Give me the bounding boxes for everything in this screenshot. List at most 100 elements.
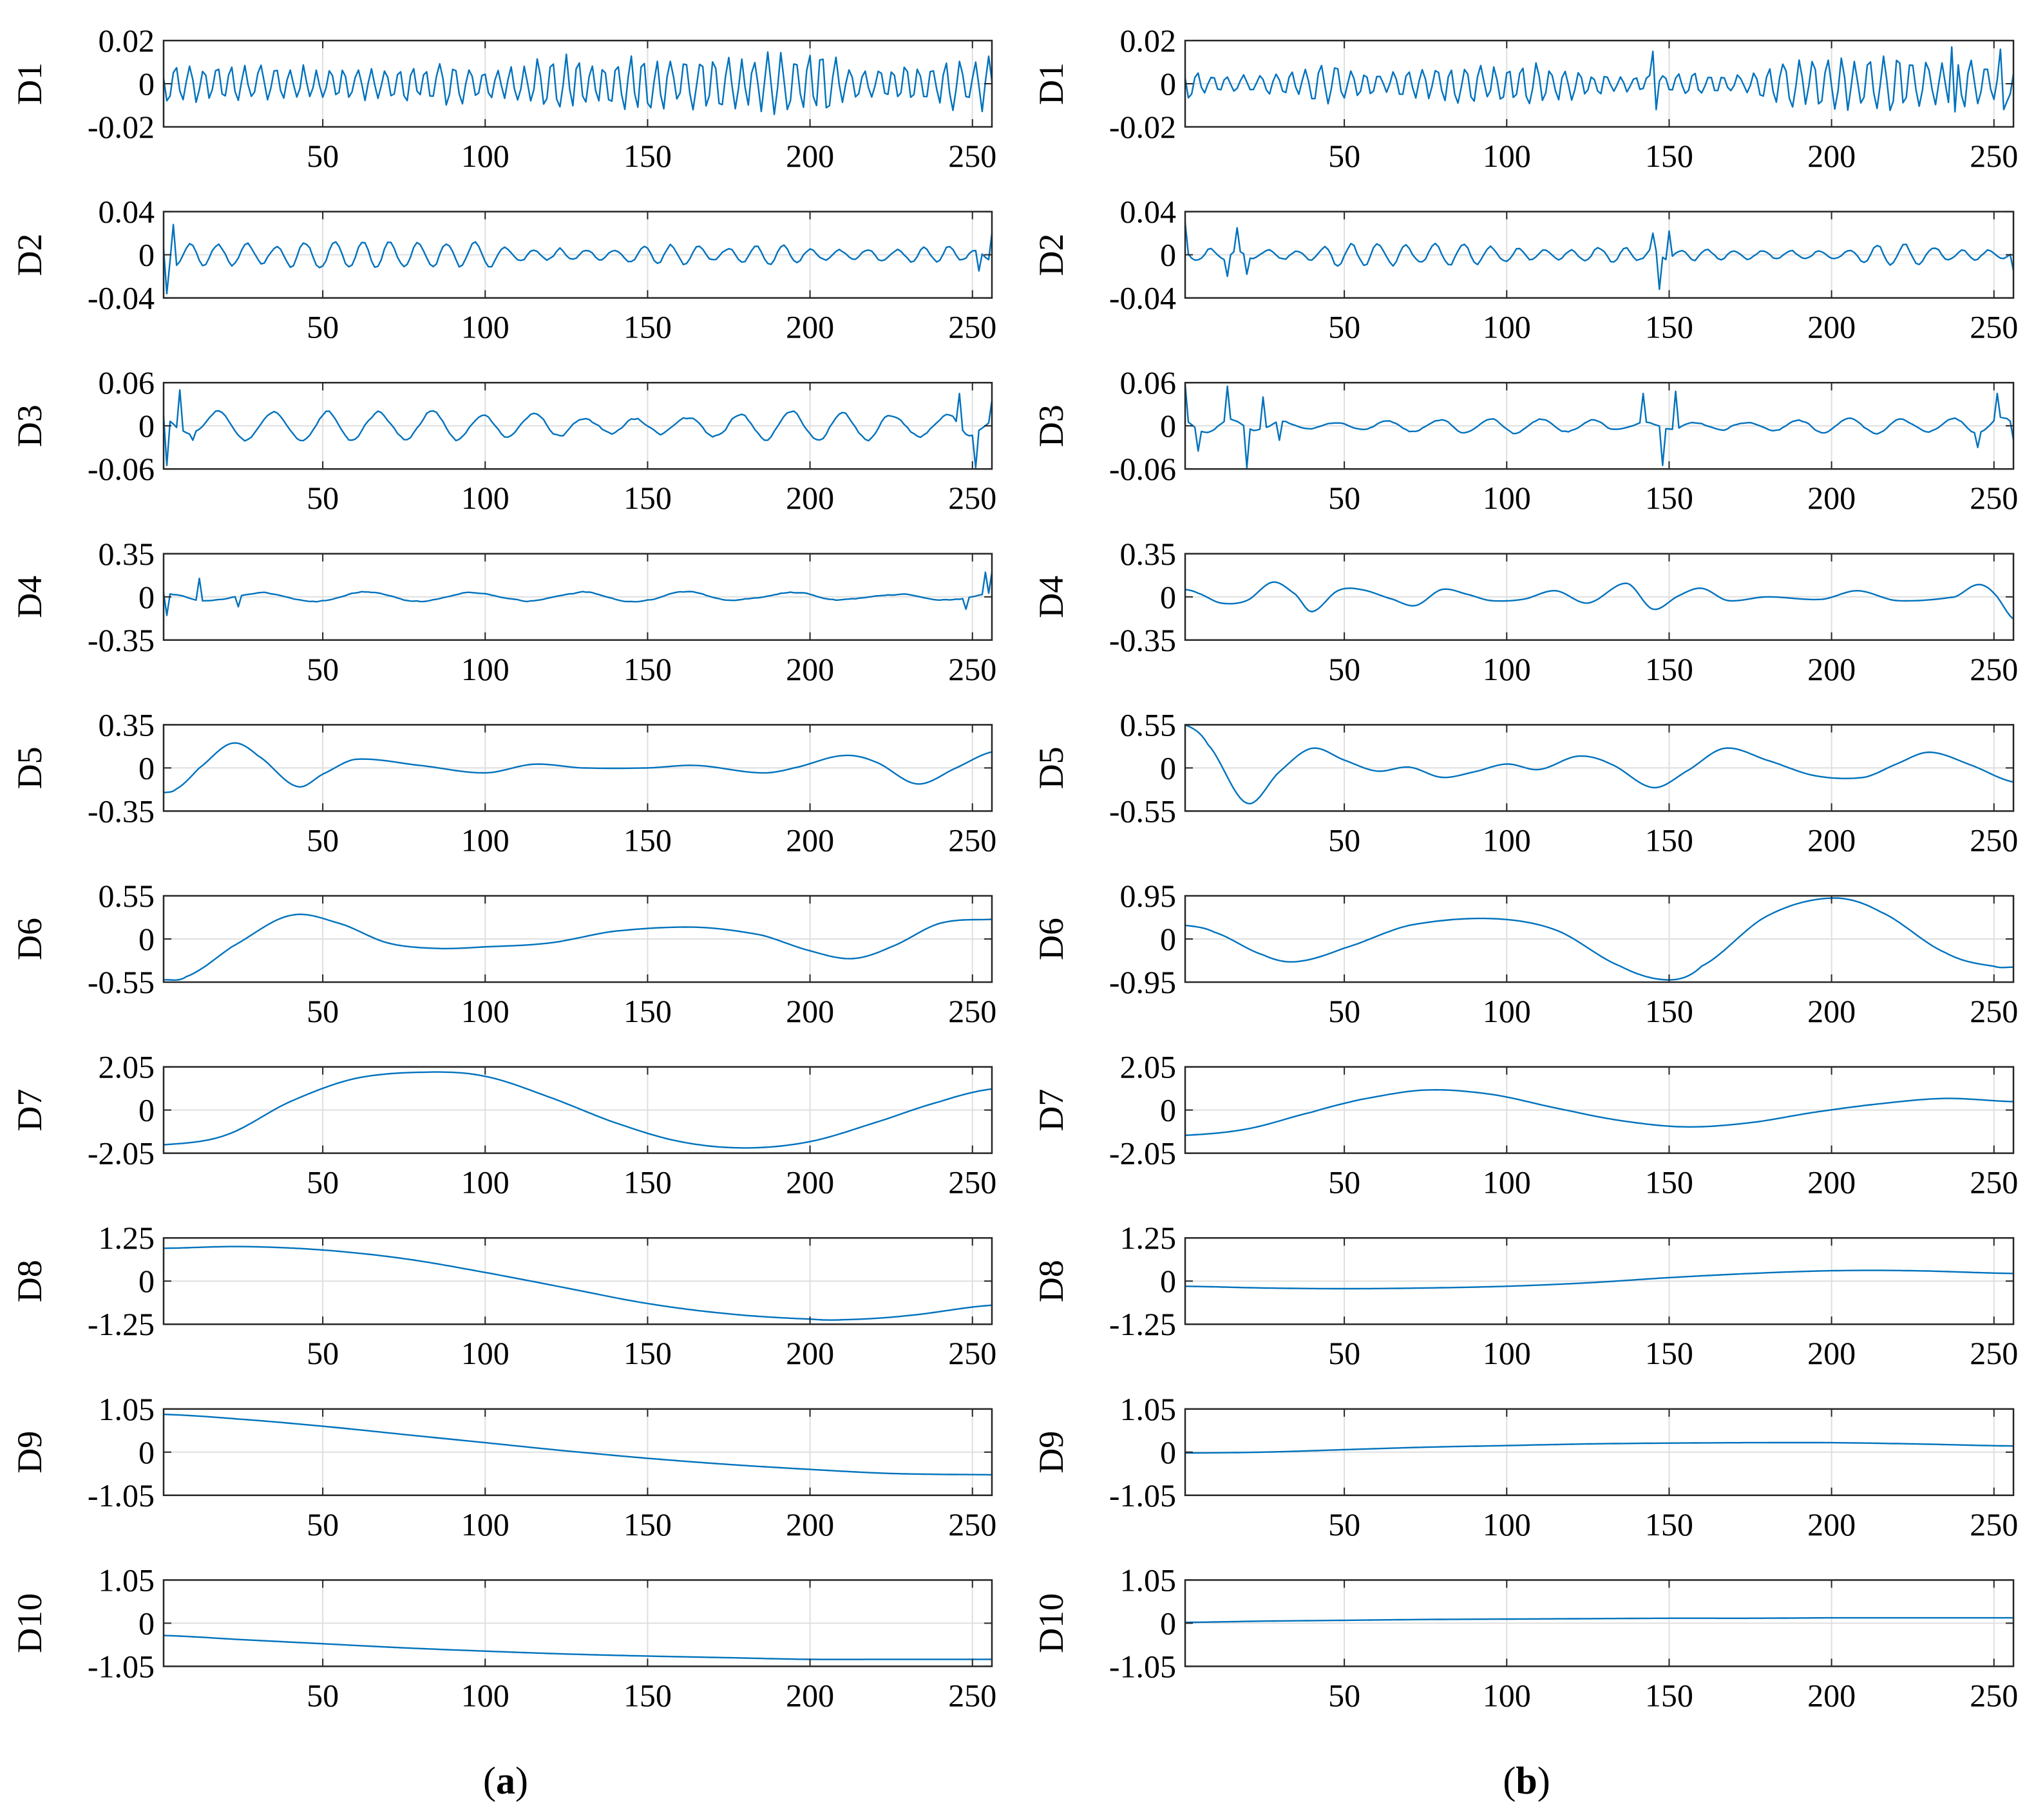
x-tick-label: 200: [786, 138, 834, 174]
x-tick-label: 100: [1483, 309, 1531, 345]
x-tick-label: 150: [623, 1335, 672, 1371]
y-axis-label: D3: [10, 404, 49, 447]
x-tick-label: 150: [1645, 1506, 1693, 1542]
y-tick-label: -1.05: [88, 1477, 155, 1513]
series-line-d9: [1185, 1441, 2013, 1454]
y-tick-label: 1.05: [1120, 1391, 1177, 1427]
x-tick-label: 200: [1807, 1506, 1856, 1542]
x-tick-label: 200: [786, 480, 834, 516]
x-tick-label: 150: [623, 309, 672, 345]
x-tick-label: 250: [1970, 1164, 2018, 1200]
x-tick-label: 250: [948, 993, 996, 1029]
subplot-a-d6: 50 100 150 200 250 -0.55 0 0.55 D6: [10, 878, 996, 1029]
series-line-d9: [163, 1413, 992, 1476]
x-tick-label: 200: [786, 822, 834, 858]
y-tick-label: -0.04: [88, 280, 155, 316]
y-tick-label: -1.05: [1109, 1477, 1176, 1513]
x-tick-label: 250: [1970, 1506, 2018, 1542]
y-axis-label: D5: [10, 746, 49, 789]
x-tick-label: 250: [948, 1506, 996, 1542]
x-tick-label: 150: [1645, 1677, 1693, 1713]
x-tick-label: 50: [1328, 480, 1360, 516]
y-axis-label: D2: [1032, 234, 1070, 276]
subplot-a-d3: 50 100 150 200 250 -0.06 0 0.06 D3: [10, 365, 996, 516]
series-line-d4: [162, 571, 993, 616]
x-tick-label: 100: [461, 138, 509, 174]
subplot-b-d10: 50 100 150 200 250 -1.05 0 1.05 D10: [1032, 1562, 2018, 1713]
x-tick-label: 50: [307, 1506, 339, 1542]
x-tick-label: 100: [1483, 138, 1531, 174]
x-tick-label: 50: [307, 309, 339, 345]
x-tick-label: 200: [1807, 1335, 1856, 1371]
x-tick-label: 200: [1807, 1164, 1856, 1200]
y-tick-label: 0.35: [1120, 536, 1177, 572]
caption-b: (b): [1503, 1759, 1550, 1802]
x-tick-label: 50: [307, 1677, 339, 1713]
y-tick-label: 0: [1160, 66, 1176, 102]
subplot-a-d7: 50 100 150 200 250 -2.05 0 2.05 D7: [10, 1049, 996, 1200]
y-tick-label: 0.55: [1120, 706, 1177, 743]
x-tick-label: 150: [1645, 138, 1693, 174]
x-tick-label: 100: [1483, 993, 1531, 1029]
x-tick-label: 50: [307, 480, 339, 516]
x-tick-label: 100: [461, 1677, 509, 1713]
y-tick-label: 0.55: [99, 878, 155, 914]
x-tick-label: 50: [1328, 309, 1360, 345]
x-tick-label: 150: [623, 1677, 672, 1713]
y-tick-label: 0: [138, 237, 155, 273]
series-line-d5: [1184, 724, 2014, 805]
y-tick-label: -0.55: [88, 964, 155, 1000]
x-tick-label: 150: [623, 1164, 672, 1200]
y-tick-label: 0.04: [1120, 194, 1177, 230]
x-tick-label: 150: [623, 1506, 672, 1542]
subplot-b-d4: 50 100 150 200 250 -0.35 0 0.35 D4: [1032, 536, 2018, 687]
x-tick-label: 250: [1970, 138, 2018, 174]
x-tick-label: 200: [1807, 138, 1856, 174]
y-axis-label: D9: [1032, 1431, 1070, 1474]
x-tick-label: 250: [948, 480, 996, 516]
y-tick-label: -0.02: [1109, 109, 1176, 145]
x-tick-label: 200: [1807, 309, 1856, 345]
y-tick-label: 0.35: [99, 536, 155, 572]
y-tick-label: 0: [1160, 579, 1176, 615]
y-tick-label: 1.05: [99, 1562, 155, 1598]
x-tick-label: 200: [786, 309, 834, 345]
x-tick-label: 100: [461, 651, 509, 687]
x-tick-label: 100: [461, 309, 509, 345]
x-tick-label: 100: [461, 1335, 509, 1371]
y-tick-label: 0: [1160, 1263, 1176, 1299]
y-tick-label: 0: [1160, 750, 1176, 786]
x-tick-label: 150: [623, 822, 672, 858]
x-tick-label: 100: [461, 993, 509, 1029]
y-tick-label: 0.02: [1120, 23, 1177, 59]
y-tick-label: 0: [138, 1434, 155, 1470]
series-line-d3: [162, 389, 993, 469]
y-tick-label: 0: [1160, 1092, 1176, 1128]
y-tick-label: 0: [138, 1605, 155, 1641]
y-tick-label: -0.06: [88, 451, 155, 487]
y-tick-label: -0.35: [1109, 622, 1176, 658]
x-tick-label: 250: [948, 651, 996, 687]
x-tick-label: 50: [307, 1335, 339, 1371]
x-tick-label: 50: [307, 822, 339, 858]
y-tick-label: 0: [138, 1263, 155, 1299]
subplot-a-d2: 50 100 150 200 250 -0.04 0 0.04 D2: [10, 194, 996, 345]
y-tick-label: 0: [1160, 1434, 1176, 1470]
x-tick-label: 50: [1328, 993, 1360, 1029]
x-tick-label: 200: [786, 1506, 834, 1542]
y-tick-label: -0.06: [1109, 451, 1176, 487]
x-tick-label: 250: [1970, 1335, 2018, 1371]
x-tick-label: 150: [623, 651, 672, 687]
y-tick-label: 0.02: [99, 23, 155, 59]
subplot-a-d1: 50 100 150 200 250 -0.02 0 0.02 D1: [10, 23, 996, 174]
y-tick-label: -1.05: [1109, 1648, 1176, 1684]
x-tick-label: 100: [461, 480, 509, 516]
series-line-d1: [162, 51, 993, 115]
series-line-d6: [164, 913, 993, 981]
x-tick-label: 250: [1970, 651, 2018, 687]
y-tick-label: -0.02: [88, 109, 155, 145]
subplot-a-d4: 50 100 150 200 250 -0.35 0 0.35 D4: [10, 536, 996, 687]
subplot-b-d3: 50 100 150 200 250 -0.06 0 0.06 D3: [1032, 365, 2018, 516]
x-tick-label: 250: [948, 1677, 996, 1713]
